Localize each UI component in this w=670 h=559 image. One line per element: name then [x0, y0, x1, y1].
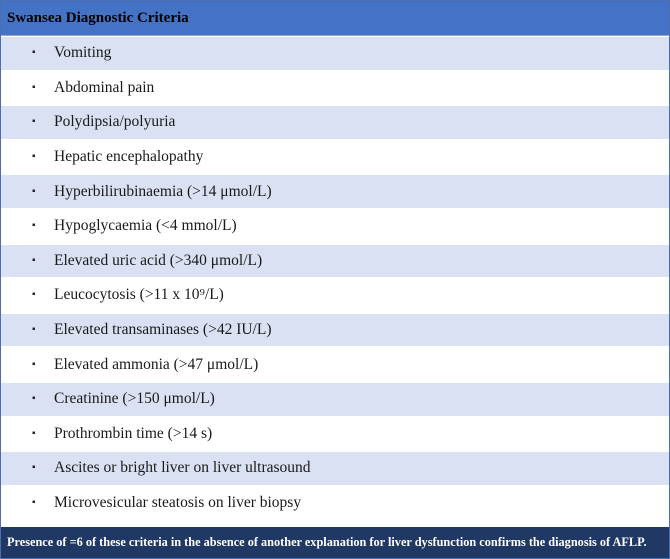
list-item: ▪ Vomiting	[1, 36, 669, 71]
criterion-label: Abdominal pain	[54, 78, 155, 96]
list-item: ▪ Creatinine (>150 μmol/L)	[1, 381, 669, 417]
bullet-icon: ▪	[32, 116, 36, 128]
table-title: Swansea Diagnostic Criteria	[1, 1, 669, 36]
bullet-icon: ▪	[32, 81, 36, 93]
bullet-icon: ▪	[32, 358, 36, 370]
criterion-label: Hyperbilirubinaemia (>14 μmol/L)	[54, 182, 272, 200]
list-item: ▪ Hypoglycaemia (<4 mmol/L)	[1, 208, 669, 244]
criterion-label: Elevated transaminases (>42 IU/L)	[54, 321, 272, 339]
bullet-icon: ▪	[32, 289, 36, 301]
criterion-label: Creatinine (>150 μmol/L)	[54, 390, 215, 408]
criterion-label: Prothrombin time (>14 s)	[54, 424, 213, 442]
criterion-label: Ascites or bright liver on liver ultraso…	[54, 459, 311, 477]
bullet-icon: ▪	[32, 185, 36, 197]
list-item: ▪ Elevated transaminases (>42 IU/L)	[1, 312, 669, 348]
list-item: ▪ Ascites or bright liver on liver ultras…	[1, 451, 669, 486]
bullet-icon: ▪	[32, 254, 36, 266]
list-item: ▪ Hyperbilirubinaemia (>14 μmol/L)	[1, 174, 669, 209]
list-item: ▪ Prothrombin time (>14 s)	[1, 416, 669, 452]
bullet-icon: ▪	[32, 427, 36, 439]
bullet-icon: ▪	[32, 151, 36, 163]
criterion-label: Hepatic encephalopathy	[54, 148, 204, 166]
criterion-label: Microvesicular steatosis on liver biopsy	[54, 494, 302, 512]
list-item: ▪ Polydipsia/polyuria	[1, 105, 669, 140]
criterion-label: Elevated ammonia (>47 μmol/L)	[54, 355, 259, 373]
table-footnote: Presence of =6 of these criteria in the …	[1, 527, 669, 558]
bullet-icon: ▪	[32, 220, 36, 232]
list-item: ▪ Leucocytosis (>11 x 10⁹/L)	[1, 278, 669, 313]
bullet-icon: ▪	[32, 47, 36, 59]
bullet-icon: ▪	[32, 324, 36, 336]
criteria-list: ▪ Vomiting ▪ Abdominal pain ▪ Polydipsia/poly…	[1, 36, 669, 521]
list-item: ▪ Hepatic encephalopathy	[1, 139, 669, 175]
criterion-label: Polydipsia/polyuria	[54, 113, 176, 131]
criterion-label: Elevated uric acid (>340 μmol/L)	[54, 251, 263, 269]
criterion-label: Vomiting	[54, 44, 112, 62]
bullet-icon: ▪	[32, 462, 36, 474]
list-item: ▪ Abdominal pain	[1, 70, 669, 106]
criterion-label: Hypoglycaemia (<4 mmol/L)	[54, 217, 237, 235]
bullet-icon: ▪	[32, 393, 36, 405]
list-item: ▪ Elevated ammonia (>47 μmol/L)	[1, 347, 669, 382]
list-item: ▪ Microvesicular steatosis on liver biops…	[1, 485, 669, 521]
bullet-icon: ▪	[32, 497, 36, 509]
criterion-label: Leucocytosis (>11 x 10⁹/L)	[54, 286, 224, 304]
list-item: ▪ Elevated uric acid (>340 μmol/L)	[1, 243, 669, 279]
